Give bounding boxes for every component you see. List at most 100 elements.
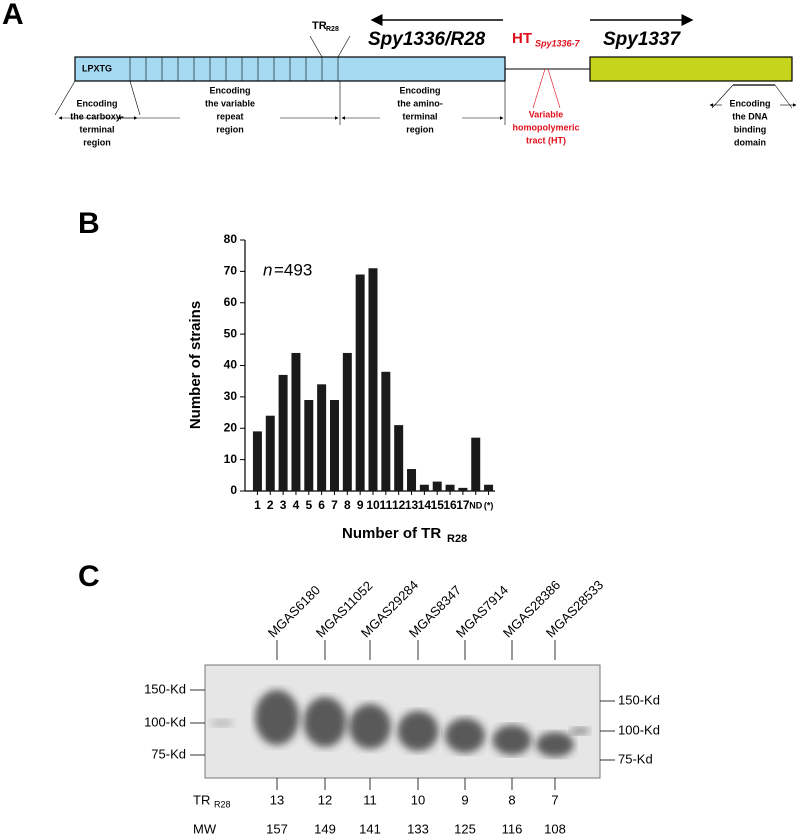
- x-tick-label: 10: [366, 498, 380, 512]
- x-tick-label: 9: [357, 498, 364, 512]
- y-tick-label: 30: [224, 389, 238, 403]
- tr-value: 10: [411, 792, 425, 807]
- x-tick-label: 2: [267, 498, 274, 512]
- mw-value: 108: [544, 821, 566, 836]
- region-label: Encoding: [400, 85, 441, 95]
- bar: [291, 352, 301, 491]
- gel-smear: [303, 697, 347, 747]
- region-label: terminal: [79, 124, 114, 134]
- x-axis-title-sub: R28: [447, 533, 467, 545]
- region-label: Encoding: [77, 98, 118, 108]
- y-tick-label: 10: [224, 452, 238, 466]
- gene-box: [589, 56, 793, 82]
- bar: [317, 384, 327, 491]
- y-tick-label: 60: [224, 295, 238, 309]
- bar: [265, 415, 275, 491]
- gel-smear: [255, 690, 299, 745]
- x-axis-title: Number of TR: [342, 525, 441, 542]
- region-label: the carboxy-: [70, 111, 124, 121]
- y-tick-label: 70: [224, 264, 238, 278]
- panel-label: B: [78, 207, 100, 240]
- tr-value: 12: [318, 792, 332, 807]
- tr-row-label: TR: [193, 792, 210, 807]
- motif: LPXTG: [82, 63, 112, 73]
- gel-smear: [397, 711, 439, 751]
- ht-note: homopolymeric: [512, 122, 579, 132]
- marker-label: 100-Kd: [144, 714, 186, 729]
- region-label: terminal: [402, 111, 437, 121]
- x-tick-label: 4: [293, 498, 300, 512]
- y-tick-label: 20: [224, 420, 238, 434]
- bar: [368, 268, 378, 491]
- gel-smear: [349, 704, 391, 749]
- y-tick-label: 40: [224, 358, 238, 372]
- x-tick-label: 15: [431, 498, 445, 512]
- region-label: binding: [734, 124, 767, 134]
- region-label: the DNA: [732, 111, 768, 121]
- bar: [252, 431, 262, 491]
- bar: [445, 484, 455, 491]
- bar: [407, 469, 417, 491]
- x-tick-label: 11: [379, 498, 392, 512]
- marker-label: 150-Kd: [618, 692, 660, 707]
- bar: [394, 425, 404, 491]
- x-tick-label: 16: [443, 498, 457, 512]
- region-label: the amino-: [397, 98, 443, 108]
- tr-value: 11: [363, 792, 377, 807]
- x-tick-label: 8: [344, 498, 351, 512]
- mw-value: 149: [314, 821, 336, 836]
- ht-label: HT: [512, 30, 532, 47]
- gel-smear: [210, 719, 234, 727]
- x-tick-label: 6: [318, 498, 325, 512]
- x-tick-label: 14: [418, 498, 432, 512]
- tr-label: TR: [312, 20, 327, 32]
- bar: [432, 481, 442, 491]
- region-label: repeat: [216, 111, 243, 121]
- gel-smear: [536, 732, 574, 757]
- marker-label: 100-Kd: [618, 722, 660, 737]
- bar: [355, 274, 365, 491]
- x-tick-label: 1: [254, 498, 261, 512]
- x-tick-label: ND: [469, 500, 482, 510]
- tr-value: 13: [270, 792, 284, 807]
- bar: [304, 400, 314, 491]
- gene-right: Spy1337: [603, 29, 682, 50]
- ht-note: Variable: [529, 109, 564, 119]
- bar: [278, 374, 288, 491]
- bar: [458, 487, 468, 491]
- panel-label: C: [78, 560, 100, 593]
- annotation-text: =493: [274, 260, 312, 279]
- mw-value: 141: [359, 821, 381, 836]
- region-label: domain: [734, 137, 766, 147]
- bar: [342, 352, 352, 491]
- bar: [329, 400, 339, 491]
- marker-label: 75-Kd: [151, 746, 186, 761]
- region-label: Encoding: [730, 98, 771, 108]
- x-tick-label: 13: [405, 498, 419, 512]
- y-tick-label: 0: [230, 483, 237, 497]
- x-tick-label: 5: [305, 498, 312, 512]
- y-tick-label: 50: [224, 326, 238, 340]
- y-tick-label: 80: [224, 232, 238, 246]
- gel-smear: [492, 725, 532, 755]
- tr-row-sub: R28: [214, 799, 231, 809]
- mw-value: 125: [454, 821, 476, 836]
- ht-note: tract (HT): [526, 135, 566, 145]
- region-label: the variable: [205, 98, 255, 108]
- mw-value: 157: [266, 821, 288, 836]
- gel-image: [204, 664, 601, 779]
- gel-smear: [445, 718, 485, 753]
- region-label: region: [83, 137, 111, 147]
- annotation-var: n: [263, 260, 272, 279]
- x-tick-label: 7: [331, 498, 338, 512]
- bar: [471, 437, 481, 491]
- gel-smear: [570, 727, 590, 735]
- bar: [381, 371, 391, 491]
- x-tick-label: 3: [280, 498, 287, 512]
- marker-label: 75-Kd: [618, 751, 653, 766]
- mw-value: 116: [502, 821, 523, 836]
- tr-sub: R28: [326, 26, 339, 33]
- region-label: region: [216, 124, 244, 134]
- panel-label: A: [2, 0, 24, 31]
